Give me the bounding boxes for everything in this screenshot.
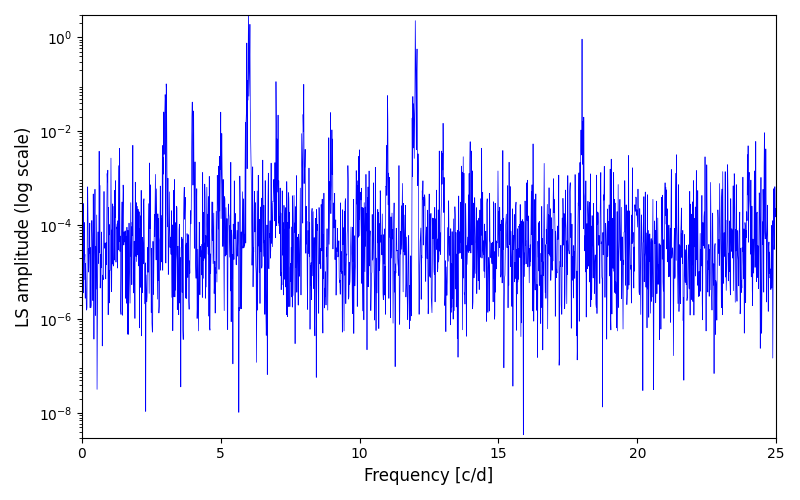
X-axis label: Frequency [c/d]: Frequency [c/d] [364, 467, 494, 485]
Y-axis label: LS amplitude (log scale): LS amplitude (log scale) [15, 126, 33, 326]
